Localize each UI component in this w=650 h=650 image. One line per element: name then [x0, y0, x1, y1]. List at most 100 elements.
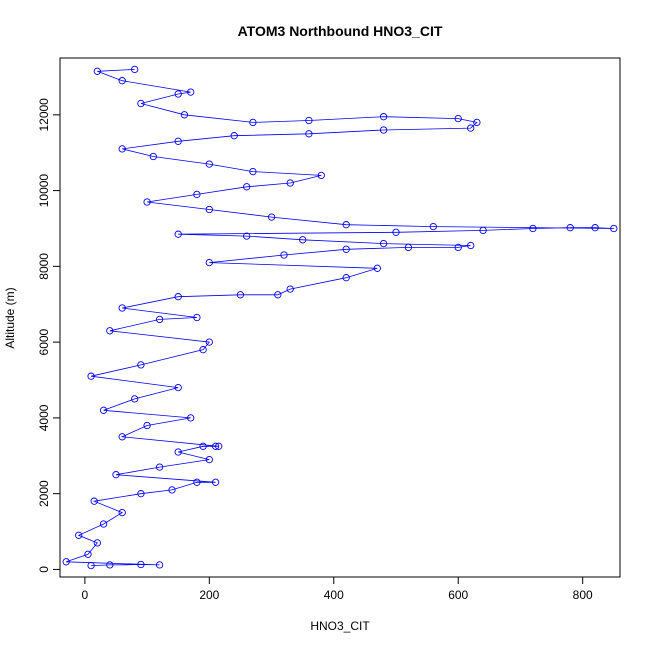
data-point	[84, 550, 92, 558]
data-point	[174, 137, 182, 145]
data-point	[299, 236, 307, 244]
data-point	[118, 304, 126, 312]
data-point	[454, 243, 462, 252]
data-point	[137, 361, 145, 369]
y-tick-label: 2000	[37, 480, 51, 507]
data-point	[174, 383, 182, 392]
data-point	[379, 113, 388, 121]
plot-area	[62, 65, 618, 570]
y-tick-label: 0	[37, 566, 51, 573]
series-line	[66, 69, 614, 566]
data-point	[93, 539, 101, 547]
y-axis: 0 2000 4000 6000 8000 10000 12000	[37, 98, 61, 573]
plot-frame	[59, 57, 621, 578]
y-axis-label: Altitude (m)	[3, 287, 17, 348]
data-point	[373, 264, 381, 272]
data-point	[199, 442, 207, 450]
data-point	[215, 442, 223, 450]
data-point	[610, 224, 618, 233]
data-point	[243, 232, 251, 240]
data-point	[286, 179, 294, 187]
chart-title: ATOM3 Northbound HNO3_CIT	[238, 23, 443, 39]
x-tick-label: 0	[82, 588, 89, 602]
data-point	[131, 65, 139, 74]
data-point	[90, 497, 98, 505]
y-tick-label: 12000	[37, 98, 51, 132]
data-point	[267, 213, 276, 221]
data-point	[193, 478, 201, 486]
data-point	[342, 221, 350, 229]
data-point	[211, 442, 220, 450]
data-point	[131, 395, 139, 403]
data-point	[230, 132, 238, 140]
data-point	[591, 224, 599, 232]
data-point	[317, 171, 325, 180]
data-point	[112, 471, 120, 479]
data-point	[143, 198, 151, 206]
data-point	[118, 77, 126, 85]
data-point	[243, 183, 251, 191]
y-tick-label: 4000	[37, 404, 51, 431]
x-axis-label: HNO3_CIT	[310, 619, 370, 633]
data-point	[155, 463, 164, 471]
data-point	[454, 114, 462, 123]
data-point	[205, 205, 213, 214]
data-point	[118, 145, 126, 153]
x-axis: 0 200 400 600 800	[82, 576, 593, 602]
data-point	[205, 338, 213, 346]
data-point	[566, 224, 574, 232]
data-point	[106, 327, 114, 335]
data-point	[168, 486, 176, 494]
data-point	[62, 558, 70, 566]
data-point	[93, 67, 101, 75]
data-point	[193, 190, 201, 199]
data-point	[187, 414, 195, 422]
data-point	[174, 90, 182, 98]
data-point	[280, 251, 288, 259]
data-point	[118, 433, 126, 441]
data-point	[205, 160, 213, 168]
data-point	[342, 245, 350, 253]
data-point	[392, 228, 400, 236]
data-point	[155, 315, 164, 324]
data-point	[342, 274, 350, 282]
data-point	[137, 560, 145, 569]
data-point	[180, 111, 189, 119]
data-point	[236, 291, 245, 299]
data-point	[75, 531, 83, 539]
data-point	[143, 421, 151, 430]
data-point	[305, 130, 313, 138]
data-point	[87, 561, 95, 570]
data-point	[529, 224, 537, 233]
data-point	[174, 230, 182, 238]
data-point	[99, 406, 108, 414]
data-point	[187, 88, 195, 96]
data-point	[174, 448, 182, 456]
data-point	[155, 561, 164, 569]
x-tick-label: 400	[324, 588, 344, 602]
data-point	[87, 372, 95, 380]
data-point	[106, 561, 114, 569]
y-tick-label: 6000	[37, 328, 51, 355]
data-point	[211, 478, 220, 486]
data-point	[118, 508, 126, 517]
data-point	[137, 490, 145, 498]
data-point	[205, 455, 213, 464]
data-point	[249, 118, 257, 127]
data-point	[99, 520, 108, 528]
data-point	[149, 152, 157, 161]
data-point	[429, 222, 437, 231]
data-point	[305, 116, 313, 125]
data-point	[274, 291, 282, 299]
data-point	[199, 346, 207, 354]
data-point	[286, 285, 294, 293]
data-point	[193, 313, 201, 322]
data-point	[473, 118, 481, 127]
data-point	[249, 167, 257, 176]
x-tick-label: 800	[573, 588, 593, 602]
y-tick-label: 10000	[37, 174, 51, 208]
x-tick-label: 600	[448, 588, 468, 602]
x-tick-label: 200	[199, 588, 219, 602]
data-point	[479, 226, 487, 235]
